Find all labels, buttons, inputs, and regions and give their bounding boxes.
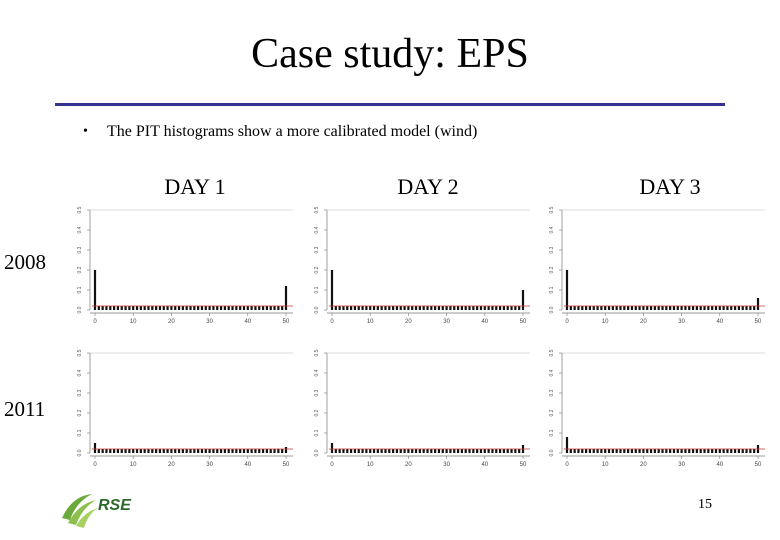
y-tick-label: 0.4 [549, 226, 555, 233]
y-tick-label: 0.2 [549, 409, 555, 416]
logo-text: RSE [98, 497, 132, 514]
y-tick-label: 0.1 [549, 286, 555, 293]
y-tick-label: 0.5 [549, 206, 555, 213]
page-number: 15 [698, 497, 712, 512]
x-tick-label: 50 [283, 319, 290, 325]
x-tick-label: 10 [602, 319, 609, 325]
y-tick-label: 0.0 [77, 306, 83, 313]
y-tick-label: 0.1 [314, 286, 320, 293]
rse-logo-swoosh-icon: RSE [62, 494, 132, 528]
x-tick-label: 10 [130, 462, 137, 468]
day-label-1: DAY 1 [164, 174, 226, 199]
x-tick-label: 20 [640, 319, 647, 325]
y-tick-label: 0.1 [77, 429, 83, 436]
y-tick-label: 0.5 [77, 206, 83, 213]
x-tick-label: 10 [130, 319, 137, 325]
y-tick-label: 0.3 [549, 246, 555, 253]
y-tick-label: 0.5 [549, 349, 555, 356]
x-tick-label: 10 [367, 319, 374, 325]
x-tick-label: 40 [716, 319, 723, 325]
x-tick-label: 40 [481, 462, 488, 468]
bullet-text: The PIT histograms show a more calibrate… [107, 123, 478, 140]
y-tick-label: 0.0 [77, 449, 83, 456]
x-tick-label: 0 [93, 462, 97, 468]
x-tick-label: 50 [283, 462, 290, 468]
y-tick-label: 0.2 [314, 266, 320, 273]
x-tick-label: 30 [443, 319, 450, 325]
pit-histogram-2011-day1: 0.0 0.1 0.2 0.3 0.4 0.5 0 10 20 30 40 50 [68, 348, 298, 473]
slide-title: Case study: EPS [251, 31, 529, 77]
x-tick-label: 50 [520, 462, 527, 468]
y-tick-label: 0.1 [77, 286, 83, 293]
title-underline [55, 103, 725, 106]
y-tick-label: 0.1 [314, 429, 320, 436]
year-label-2011: 2011 [4, 397, 46, 421]
day-label-2: DAY 2 [397, 174, 459, 199]
pit-histogram-2008-day1: 0.0 0.1 0.2 0.3 0.4 0.5 0 10 20 30 40 50 [68, 205, 298, 330]
y-tick-label: 0.5 [314, 349, 320, 356]
y-tick-label: 0.3 [314, 246, 320, 253]
y-tick-label: 0.4 [549, 369, 555, 376]
x-tick-label: 20 [405, 319, 412, 325]
y-tick-label: 0.4 [314, 226, 320, 233]
x-tick-label: 40 [244, 462, 251, 468]
y-tick-label: 0.3 [77, 246, 83, 253]
x-tick-label: 20 [640, 462, 647, 468]
rse-logo: RSE [58, 490, 148, 530]
y-tick-label: 0.0 [314, 306, 320, 313]
x-tick-label: 10 [367, 462, 374, 468]
pit-histogram-2008-day2: 0.0 0.1 0.2 0.3 0.4 0.5 0 10 20 30 40 50 [305, 205, 535, 330]
y-tick-label: 0.3 [314, 389, 320, 396]
y-tick-label: 0.4 [77, 369, 83, 376]
x-tick-label: 0 [565, 462, 569, 468]
x-tick-label: 30 [443, 462, 450, 468]
x-tick-label: 0 [330, 319, 334, 325]
y-tick-label: 0.1 [549, 429, 555, 436]
x-tick-label: 50 [755, 462, 762, 468]
bullet-icon: • [83, 124, 88, 139]
y-tick-label: 0.0 [314, 449, 320, 456]
x-tick-label: 30 [206, 319, 213, 325]
x-tick-label: 20 [405, 462, 412, 468]
y-tick-label: 0.3 [77, 389, 83, 396]
x-tick-label: 0 [93, 319, 97, 325]
x-tick-label: 30 [678, 319, 685, 325]
y-tick-label: 0.0 [549, 449, 555, 456]
day-label-3: DAY 3 [639, 174, 701, 199]
x-tick-label: 50 [520, 319, 527, 325]
x-tick-label: 0 [565, 319, 569, 325]
y-tick-label: 0.2 [77, 266, 83, 273]
y-tick-label: 0.5 [314, 206, 320, 213]
x-tick-label: 20 [168, 462, 175, 468]
x-tick-label: 40 [244, 319, 251, 325]
y-tick-label: 0.0 [549, 306, 555, 313]
y-tick-label: 0.2 [549, 266, 555, 273]
y-tick-label: 0.4 [314, 369, 320, 376]
x-tick-label: 30 [678, 462, 685, 468]
y-tick-label: 0.2 [77, 409, 83, 416]
pit-histogram-2011-day2: 0.0 0.1 0.2 0.3 0.4 0.5 0 10 20 30 40 50 [305, 348, 535, 473]
x-tick-label: 10 [602, 462, 609, 468]
x-tick-label: 40 [716, 462, 723, 468]
year-label-2008: 2008 [4, 250, 46, 274]
x-tick-label: 0 [330, 462, 334, 468]
x-tick-label: 40 [481, 319, 488, 325]
pit-histogram-2008-day3: 0.0 0.1 0.2 0.3 0.4 0.5 0 10 20 30 40 50 [540, 205, 770, 330]
y-tick-label: 0.2 [314, 409, 320, 416]
x-tick-label: 50 [755, 319, 762, 325]
pit-histogram-2011-day3: 0.0 0.1 0.2 0.3 0.4 0.5 0 10 20 30 40 50 [540, 348, 770, 473]
x-tick-label: 20 [168, 319, 175, 325]
y-tick-label: 0.4 [77, 226, 83, 233]
y-tick-label: 0.3 [549, 389, 555, 396]
x-tick-label: 30 [206, 462, 213, 468]
y-tick-label: 0.5 [77, 349, 83, 356]
